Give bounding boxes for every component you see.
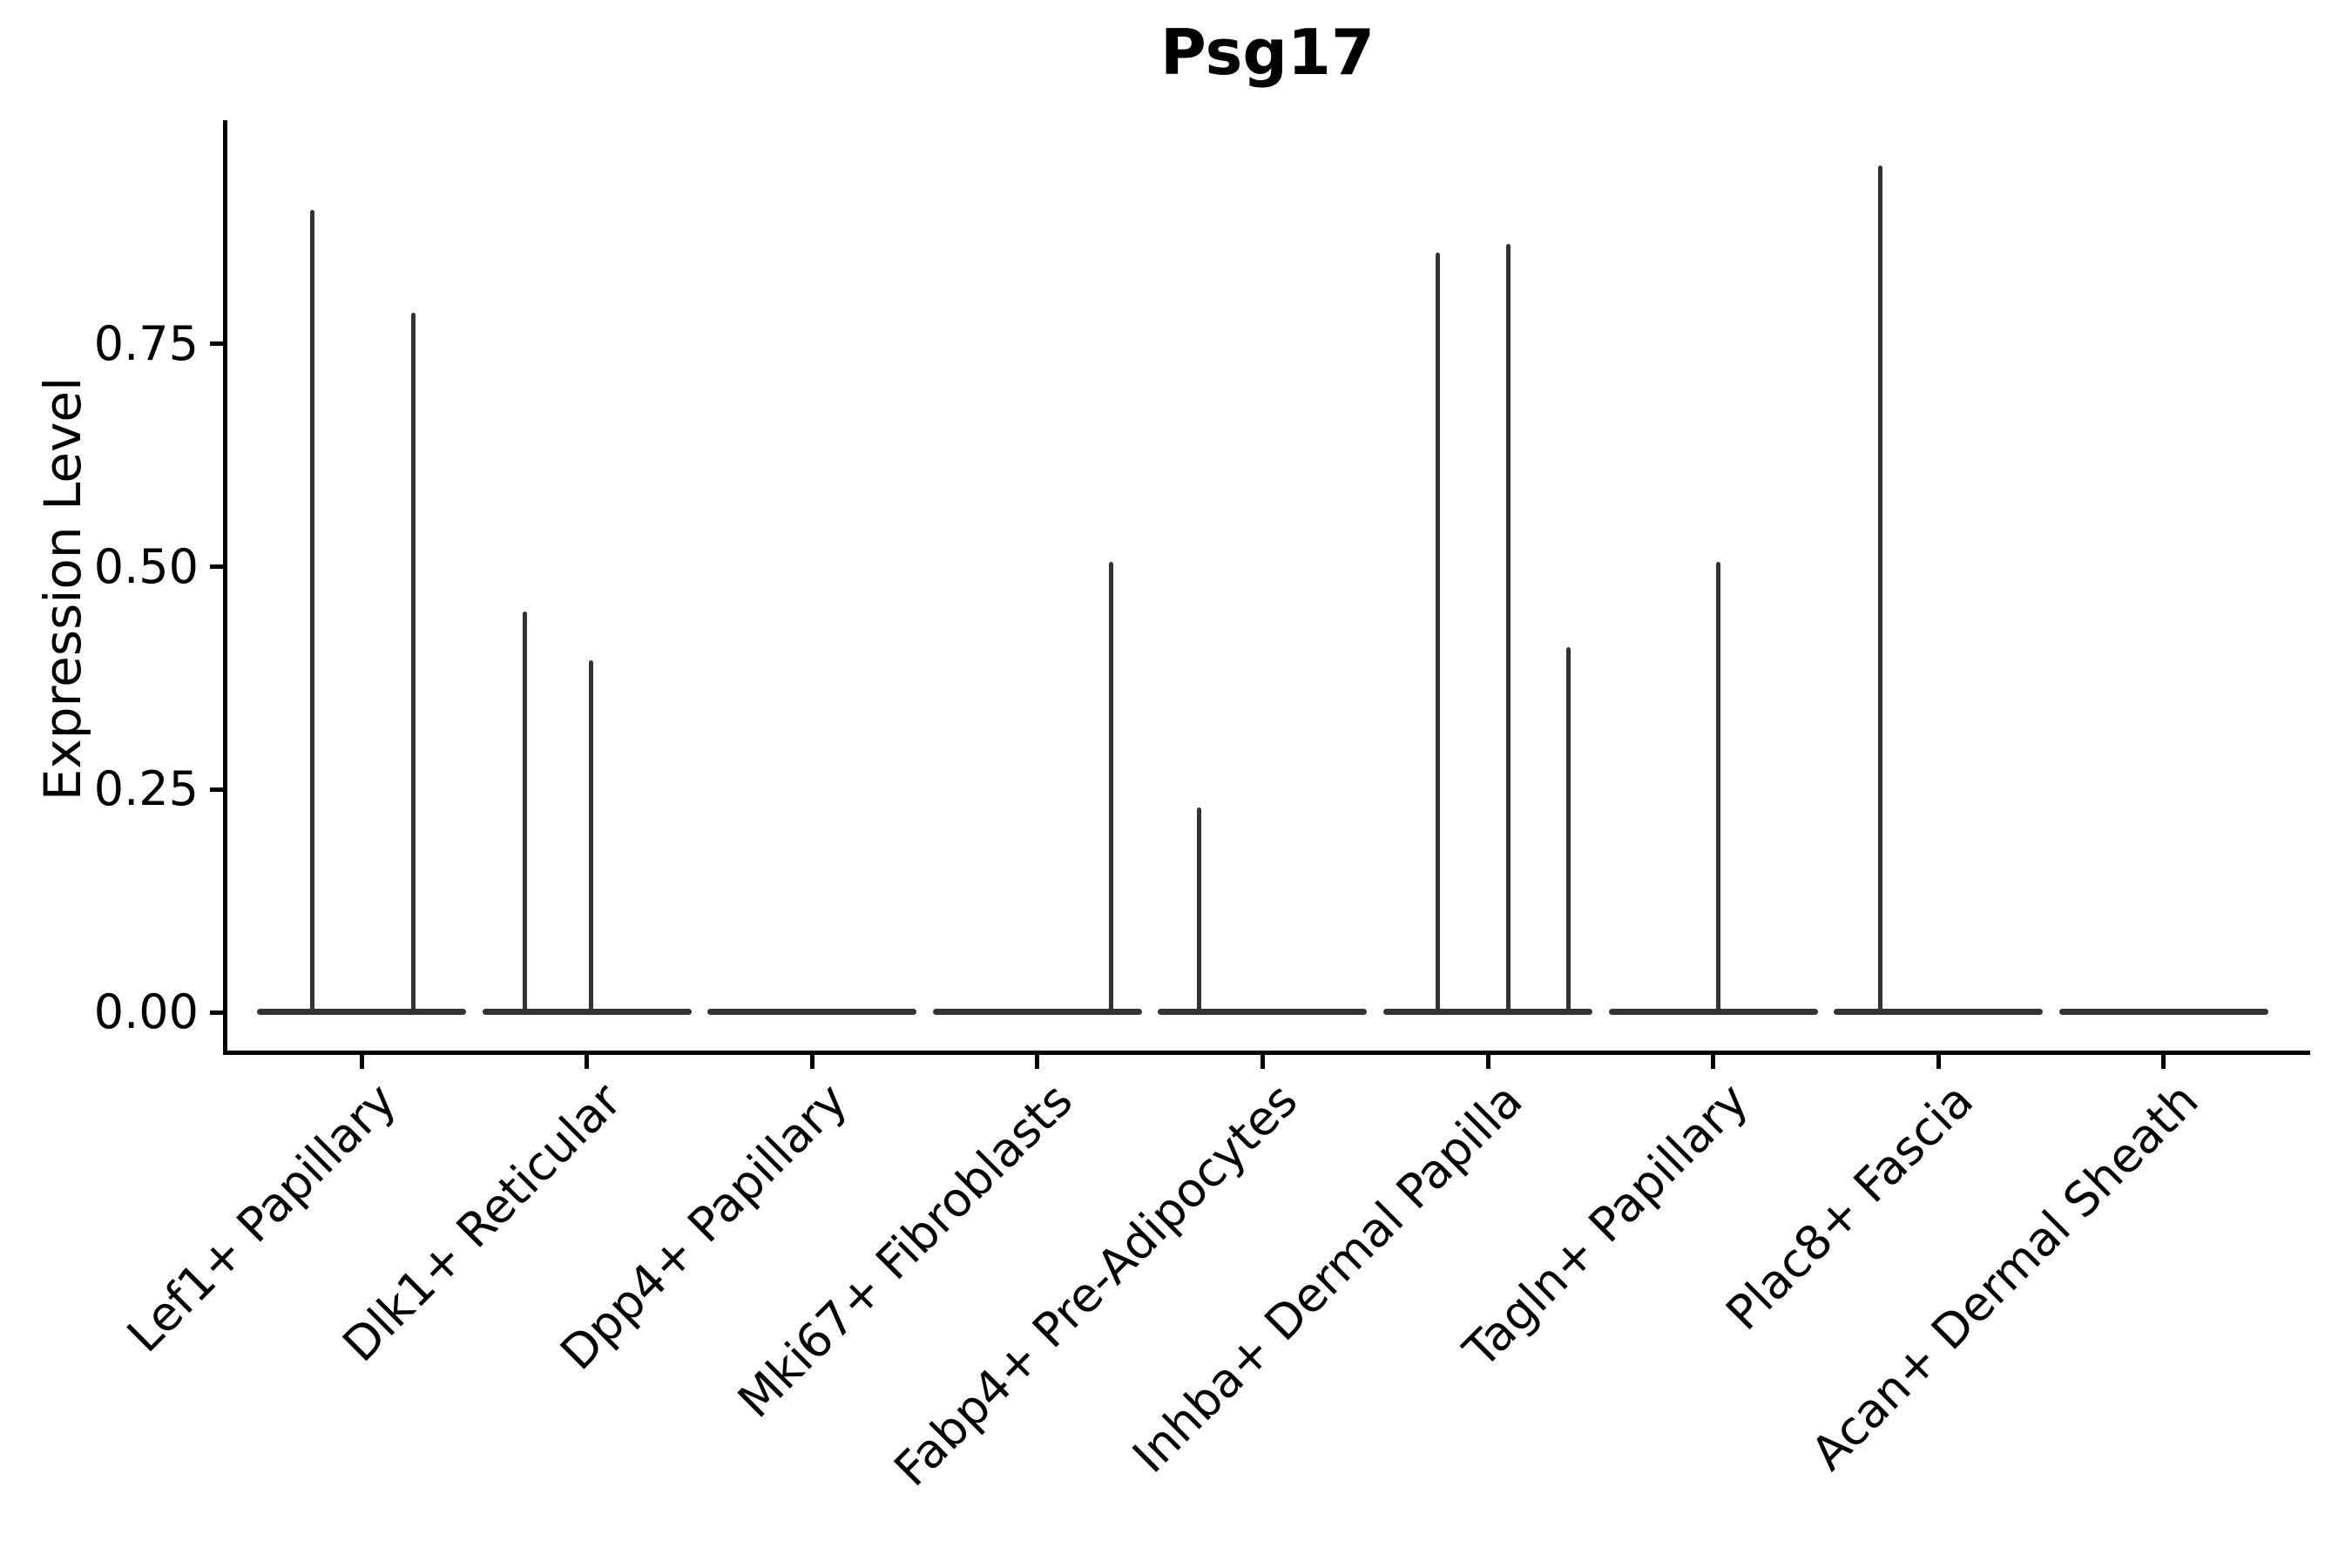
y-tick-label: 0.00: [93, 984, 199, 1039]
violin-spike: [1716, 562, 1721, 1012]
violin-baseline: [1383, 1009, 1592, 1015]
x-tick-mark: [1035, 1055, 1040, 1069]
violin-baseline: [932, 1009, 1142, 1015]
x-tick-mark: [1260, 1055, 1265, 1069]
y-tick-label: 0.50: [93, 538, 199, 594]
violin-spike: [1196, 807, 1201, 1012]
violin-spike: [589, 659, 593, 1012]
chart-title: Psg17: [1159, 16, 1375, 89]
y-tick-mark: [210, 341, 224, 347]
y-tick-mark: [210, 1010, 224, 1015]
y-tick-mark: [210, 564, 224, 569]
violin-baseline: [257, 1009, 466, 1015]
x-tick-mark: [359, 1055, 364, 1069]
x-tick-mark: [585, 1055, 590, 1069]
y-tick-label: 0.75: [93, 315, 199, 371]
x-tick-label: Inhba+ Dermal Papilla: [1122, 1072, 1533, 1484]
violin-spike: [411, 312, 416, 1012]
violin-baseline: [1834, 1009, 2044, 1015]
y-axis-spine: [223, 120, 227, 1055]
violin-baseline: [1608, 1009, 1818, 1015]
x-tick-mark: [1485, 1055, 1490, 1069]
violin-spike: [1877, 166, 1882, 1012]
x-tick-mark: [1936, 1055, 1941, 1069]
violin-spike: [1109, 562, 1114, 1012]
violin-spike: [1565, 646, 1571, 1012]
violin-baseline: [482, 1009, 692, 1015]
x-tick-label: Acan+ Dermal Sheath: [1801, 1072, 2209, 1481]
x-axis-spine: [223, 1051, 2310, 1055]
violin-spike: [1435, 253, 1440, 1012]
violin-spike: [309, 210, 314, 1012]
x-tick-mark: [2161, 1055, 2166, 1069]
x-tick-label: Fabp4+ Pre-Adipocytes: [883, 1072, 1308, 1497]
violin-spike: [1505, 244, 1511, 1012]
y-tick-mark: [210, 787, 224, 792]
violin-baseline: [1158, 1009, 1368, 1015]
x-tick-mark: [1711, 1055, 1716, 1069]
violin-baseline: [707, 1009, 917, 1015]
y-tick-label: 0.25: [93, 761, 199, 817]
x-tick-mark: [809, 1055, 814, 1069]
violin-baseline: [2058, 1009, 2268, 1015]
violin-spike: [522, 611, 527, 1012]
